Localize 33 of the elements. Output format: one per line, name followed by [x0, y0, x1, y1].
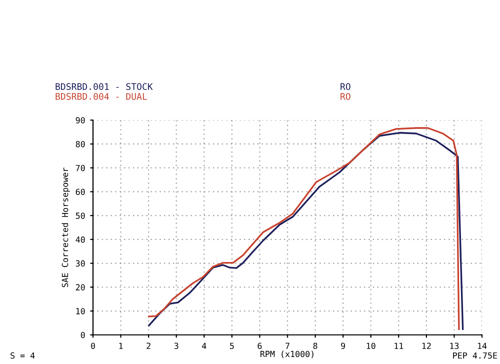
x-tick-label: 6: [258, 342, 262, 350]
x-tick-label: 10: [366, 342, 376, 350]
text: RO: [340, 83, 350, 90]
x-axis-title: RPM (x1000): [260, 350, 314, 358]
y-axis-title: SAE Corrected Horsepower: [62, 168, 70, 288]
y-tick-label: 20: [76, 284, 85, 290]
text: BDSRBD.001 - STOCK: [56, 83, 153, 90]
x-tick-label: 2: [146, 342, 150, 349]
y-tick-label: 40: [76, 236, 85, 243]
x-tick-label: 13: [450, 342, 459, 350]
x-tick-label: 1: [119, 342, 123, 349]
y-tick-label: 80: [76, 140, 85, 148]
text: RO: [340, 93, 350, 100]
x-tick-label: 12: [422, 342, 431, 349]
y-tick-label: 30: [76, 260, 85, 267]
y-tick-label: 10: [76, 308, 85, 314]
y-tick-label: 0: [80, 332, 85, 338]
y-tick-label: 70: [76, 164, 85, 172]
x-tick-label: 11: [394, 342, 404, 349]
y-tick-label: 50: [76, 212, 85, 219]
x-tick-label: 3: [174, 342, 178, 350]
x-tick-label: 4: [202, 342, 206, 349]
x-tick-label: 7: [286, 342, 290, 349]
x-tick-label: 0: [91, 342, 95, 350]
x-tick-label: 14: [478, 342, 487, 349]
text: PEP 4.75E: [453, 352, 497, 359]
y-tick-label: 90: [76, 117, 85, 124]
text: BDSRBD.004 - DUAL: [56, 93, 147, 100]
text: S = 4: [10, 352, 35, 359]
x-tick-label: 8: [313, 342, 318, 350]
x-tick-label: 5: [230, 342, 234, 350]
x-tick-label: 9: [341, 342, 346, 350]
y-tick-label: 60: [76, 188, 85, 196]
